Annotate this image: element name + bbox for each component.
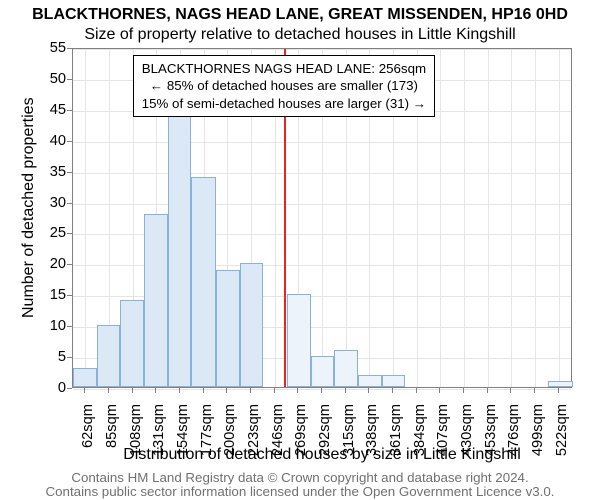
ytick-mark xyxy=(67,172,72,173)
footer-line2: Contains public sector information licen… xyxy=(0,484,600,499)
xtick-mark xyxy=(250,388,251,393)
ytick-mark xyxy=(67,326,72,327)
histogram-bar xyxy=(287,294,311,387)
xtick-mark xyxy=(132,388,133,393)
ytick-mark xyxy=(67,233,72,234)
ytick-mark xyxy=(67,264,72,265)
xtick-mark xyxy=(179,388,180,393)
vgrid-line xyxy=(488,49,489,387)
xtick-mark xyxy=(558,388,559,393)
ytick-mark xyxy=(67,79,72,80)
x-axis-label: Distribution of detached houses by size … xyxy=(72,446,572,464)
histogram-bar xyxy=(334,350,358,387)
title-sub: Size of property relative to detached ho… xyxy=(0,26,600,44)
histogram-bar xyxy=(191,177,216,387)
annot-line1: BLACKTHORNES NAGS HEAD LANE: 256sqm xyxy=(142,60,426,77)
plot-area: BLACKTHORNES NAGS HEAD LANE: 256sqm ← 85… xyxy=(72,48,572,388)
ytick-mark xyxy=(67,141,72,142)
ytick-mark xyxy=(67,203,72,204)
xtick-mark xyxy=(297,388,298,393)
vgrid-line xyxy=(511,49,512,387)
footer-line1: Contains HM Land Registry data © Crown c… xyxy=(0,470,600,485)
ytick-mark xyxy=(67,110,72,111)
histogram-bar xyxy=(73,368,97,387)
xtick-mark xyxy=(274,388,275,393)
xtick-mark xyxy=(392,388,393,393)
histogram-bar xyxy=(311,356,335,387)
annot-line2: ← 85% of detached houses are smaller (17… xyxy=(142,77,426,94)
xtick-mark xyxy=(510,388,511,393)
xtick-mark xyxy=(534,388,535,393)
annot-line3: 15% of semi-detached houses are larger (… xyxy=(142,95,426,112)
ytick-mark xyxy=(67,295,72,296)
ytick-mark xyxy=(67,48,72,49)
xtick-mark xyxy=(416,388,417,393)
xtick-mark xyxy=(84,388,85,393)
ytick-label: 0 xyxy=(32,380,66,396)
histogram-bar xyxy=(168,109,192,387)
title-main: BLACKTHORNES, NAGS HEAD LANE, GREAT MISS… xyxy=(0,6,600,24)
xtick-mark xyxy=(487,388,488,393)
xtick-mark xyxy=(203,388,204,393)
ytick-label: 5 xyxy=(32,349,66,365)
vgrid-line xyxy=(85,49,86,387)
histogram-bar xyxy=(97,325,121,387)
vgrid-line xyxy=(535,49,536,387)
xtick-mark xyxy=(155,388,156,393)
hgrid-line xyxy=(73,389,571,390)
figure: BLACKTHORNES, NAGS HEAD LANE, GREAT MISS… xyxy=(0,0,600,500)
histogram-bar xyxy=(120,300,144,387)
xtick-mark xyxy=(108,388,109,393)
xtick-mark xyxy=(368,388,369,393)
xtick-mark xyxy=(439,388,440,393)
ytick-label: 50 xyxy=(32,71,66,87)
xtick-mark xyxy=(345,388,346,393)
histogram-bar xyxy=(240,263,264,387)
ytick-mark xyxy=(67,357,72,358)
vgrid-line xyxy=(440,49,441,387)
ytick-label: 55 xyxy=(32,40,66,56)
histogram-bar xyxy=(382,375,406,387)
annotation-box: BLACKTHORNES NAGS HEAD LANE: 256sqm ← 85… xyxy=(133,55,435,117)
ytick-label: 10 xyxy=(32,318,66,334)
histogram-bar xyxy=(216,270,240,387)
histogram-bar xyxy=(144,214,168,387)
xtick-mark xyxy=(321,388,322,393)
xtick-mark xyxy=(463,388,464,393)
y-axis-label: Number of detached properties xyxy=(20,97,38,318)
histogram-bar xyxy=(358,375,382,387)
vgrid-line xyxy=(559,49,560,387)
xtick-mark xyxy=(226,388,227,393)
vgrid-line xyxy=(464,49,465,387)
histogram-bar xyxy=(548,381,573,387)
ytick-mark xyxy=(67,388,72,389)
